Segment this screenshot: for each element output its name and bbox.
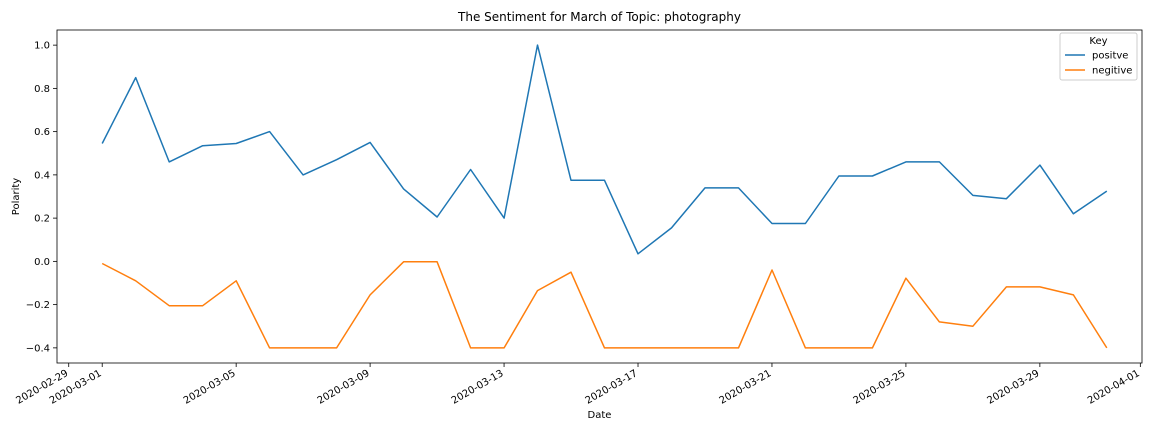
legend: Key positve negitive <box>1059 32 1138 81</box>
x-tick-label: 2020-03-17 <box>584 368 640 407</box>
series-layer <box>101 44 1108 349</box>
legend-title: Key <box>1089 36 1107 47</box>
series-line-negitive <box>101 261 1108 349</box>
legend-label: negitive <box>1092 66 1132 77</box>
x-tick-label: 2020-03-21 <box>718 368 774 407</box>
y-tick-label: 0.2 <box>34 214 50 225</box>
x-tick-label: 2020-04-01 <box>1086 368 1142 407</box>
legend-items: positve negitive <box>1065 51 1132 77</box>
x-tick-label: 2020-03-13 <box>450 368 506 407</box>
x-tick-label: 2020-03-25 <box>852 368 908 407</box>
y-axis-ticks: −0.4 −0.2 0.0 0.2 0.4 0.6 0.8 1.0 <box>26 41 57 354</box>
plot-frame <box>56 29 1143 364</box>
y-tick-label: 0.4 <box>34 170 50 181</box>
y-axis-title: Polarity <box>11 178 22 216</box>
x-axis-title: Date <box>588 410 612 421</box>
y-tick-label: 0.8 <box>34 84 50 95</box>
x-tick-label: 2020-03-05 <box>182 368 238 407</box>
x-tick-label: 2020-03-09 <box>316 368 372 407</box>
y-tick-label: 1.0 <box>34 41 50 52</box>
x-tick-label: 2020-03-29 <box>986 368 1042 407</box>
legend-label: positve <box>1092 51 1128 62</box>
y-tick-label: 0.6 <box>34 127 50 138</box>
series-line-positve <box>101 44 1108 255</box>
legend-frame <box>1059 32 1138 81</box>
y-tick-label: −0.2 <box>26 300 50 311</box>
chart-title: The Sentiment for March of Topic: photog… <box>457 10 741 24</box>
y-tick-label: −0.4 <box>26 343 50 354</box>
y-tick-label: 0.0 <box>34 257 50 268</box>
